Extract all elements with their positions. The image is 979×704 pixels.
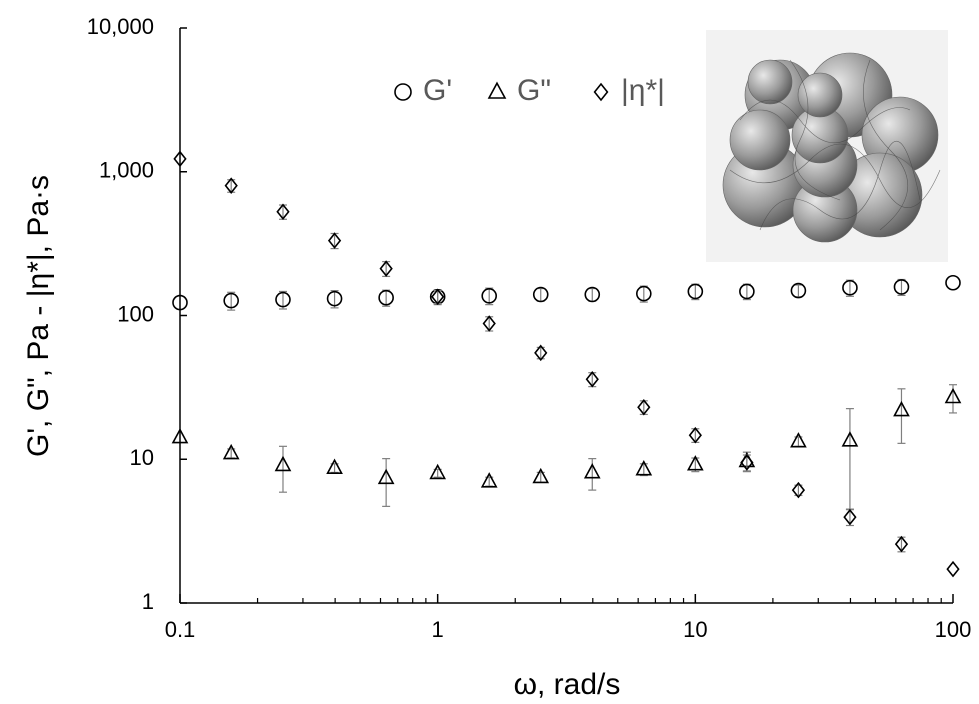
x-tick-label: 0.1 xyxy=(165,617,196,642)
y-tick-label: 10 xyxy=(130,445,154,470)
y-tick-label: 1,000 xyxy=(99,158,154,183)
point xyxy=(687,283,704,300)
y-tick-label: 10,000 xyxy=(87,14,154,39)
point xyxy=(946,560,960,578)
point xyxy=(740,454,754,471)
point xyxy=(842,279,858,296)
point xyxy=(431,288,445,306)
point xyxy=(894,535,909,553)
point xyxy=(172,294,188,311)
point xyxy=(326,290,343,307)
point xyxy=(893,400,910,417)
x-axis-label: ω, rad/s xyxy=(514,668,621,701)
point xyxy=(171,427,189,444)
point xyxy=(532,286,549,303)
y-tick-label: 100 xyxy=(117,301,154,326)
x-tick-label: 100 xyxy=(935,617,972,642)
point xyxy=(791,481,806,499)
point xyxy=(637,398,651,416)
point xyxy=(585,371,599,388)
point xyxy=(636,285,652,302)
legend-label: G" xyxy=(517,74,551,107)
point xyxy=(688,426,702,444)
point xyxy=(583,463,601,479)
point xyxy=(327,232,342,249)
point xyxy=(276,203,290,221)
point xyxy=(790,282,807,299)
point xyxy=(843,508,857,526)
point xyxy=(429,463,447,480)
point xyxy=(224,177,238,194)
point xyxy=(686,455,704,471)
point xyxy=(532,467,550,484)
y-axis-label: G', G", Pa - |η*|, Pa·s xyxy=(22,175,55,457)
point xyxy=(274,455,292,472)
x-tick-label: 10 xyxy=(683,617,707,642)
point xyxy=(945,274,961,291)
point xyxy=(378,289,394,306)
point xyxy=(223,292,239,309)
point xyxy=(326,458,343,474)
point xyxy=(841,431,859,447)
point xyxy=(481,288,498,304)
point xyxy=(173,150,187,168)
point xyxy=(275,291,291,308)
point xyxy=(893,279,910,295)
point xyxy=(534,344,548,362)
legend-marker xyxy=(593,82,609,102)
y-tick-label: 1 xyxy=(142,589,154,614)
point xyxy=(584,286,601,303)
legend-marker xyxy=(487,81,507,99)
point xyxy=(482,315,496,332)
point xyxy=(379,260,393,277)
x-tick-label: 1 xyxy=(432,617,444,642)
point xyxy=(635,460,653,476)
point xyxy=(222,443,240,460)
point xyxy=(480,472,498,488)
legend-marker xyxy=(394,83,412,101)
legend-label: |η*| xyxy=(621,74,665,107)
point xyxy=(790,432,807,448)
point xyxy=(944,387,962,404)
legend-label: G' xyxy=(423,74,452,107)
inset-illustration xyxy=(706,30,948,262)
point xyxy=(739,283,755,300)
point xyxy=(377,468,395,485)
